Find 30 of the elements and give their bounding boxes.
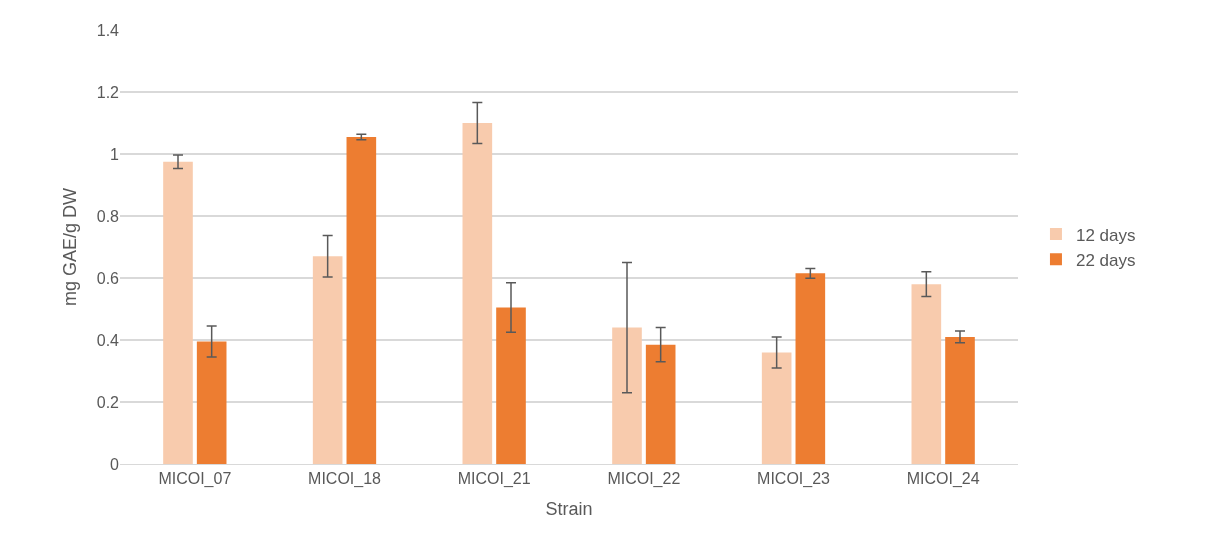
y-tick-label: 1 [110, 145, 120, 163]
x-tick-label: MICOI_07 [158, 470, 232, 489]
x-tick-label: MICOI_24 [906, 470, 980, 489]
bar [312, 256, 343, 464]
y-tick-label: 1.2 [96, 83, 120, 101]
x-tick-label: MICOI_18 [308, 470, 382, 489]
y-tick-label: 1.4 [96, 21, 120, 39]
legend-label: 12 days [1075, 225, 1136, 245]
y-tick-label: 0 [110, 455, 120, 473]
y-tick-label: 0.6 [96, 269, 120, 287]
x-tick-label: MICOI_22 [607, 470, 681, 489]
bar [911, 284, 942, 464]
bar [645, 344, 676, 464]
bar [462, 123, 493, 464]
bar [346, 136, 377, 464]
bar [761, 352, 792, 464]
bar [945, 336, 975, 464]
y-tick-label: 0.2 [96, 393, 120, 411]
y-axis-title: mg GAE/g DW [59, 187, 80, 307]
bar [795, 273, 826, 464]
bar [612, 327, 642, 464]
legend-label: 22 days [1075, 250, 1136, 270]
x-tick-label: MICOI_23 [757, 470, 831, 489]
bar [496, 307, 526, 464]
x-tick-label: MICOI_21 [457, 470, 531, 489]
bar [163, 161, 193, 464]
y-tick-label: 0.4 [96, 331, 120, 349]
bar [196, 341, 227, 464]
x-axis-title: Strain [545, 499, 593, 520]
y-tick-label: 0.8 [96, 207, 120, 225]
